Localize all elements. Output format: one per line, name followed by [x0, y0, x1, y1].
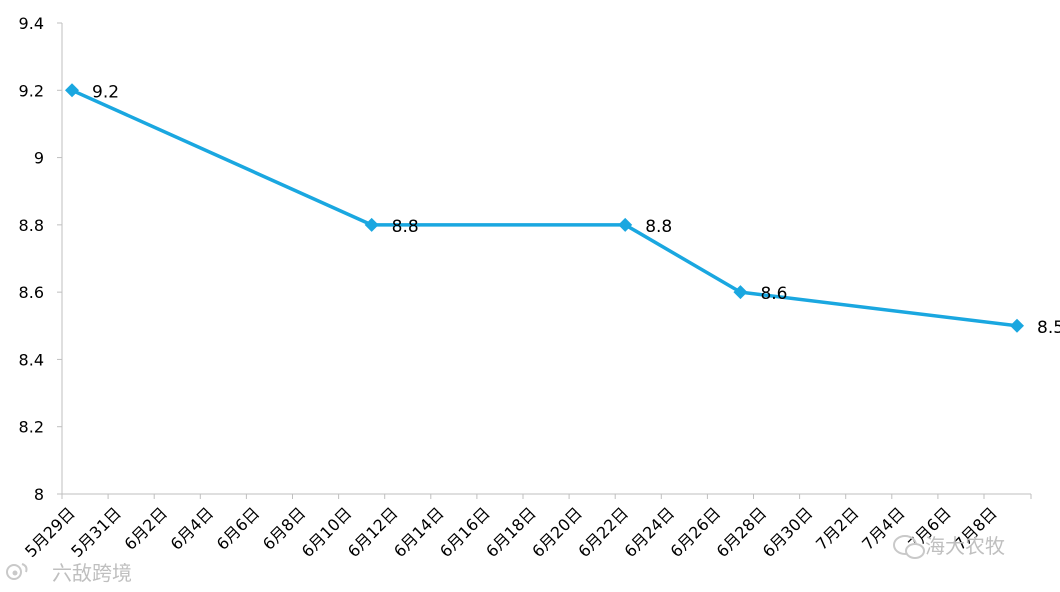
- watermark-right: 海大农牧: [893, 534, 1005, 559]
- y-tick-label: 9: [34, 149, 44, 168]
- wechat-logo-icon: [893, 535, 925, 559]
- x-tick-label: 5月31日: [67, 503, 125, 561]
- x-tick-label: 5月29日: [21, 503, 79, 561]
- x-tick-label: 6月20日: [528, 503, 586, 561]
- x-tick-label: 6月22日: [574, 503, 632, 561]
- y-tick-label: 8: [34, 485, 44, 504]
- watermark-right-text: 海大农牧: [925, 534, 1005, 558]
- y-tick-label: 8.4: [19, 350, 44, 369]
- x-tick-label: 6月24日: [620, 503, 678, 561]
- x-tick-label: 6月26日: [667, 503, 725, 561]
- x-tick-label: 6月14日: [390, 503, 448, 561]
- data-point-marker: [1010, 318, 1024, 333]
- data-label: 8.5: [1037, 318, 1060, 338]
- data-label: 9.2: [92, 82, 119, 102]
- y-tick-label: 9.2: [19, 81, 44, 100]
- x-tick-label: 6月18日: [482, 503, 540, 561]
- y-tick-label: 8.8: [19, 216, 44, 235]
- x-axis-ticks: 5月29日5月31日6月2日6月4日6月6日6月8日6月10日6月12日6月14…: [21, 494, 1032, 561]
- y-tick-label: 8.6: [19, 283, 44, 302]
- y-axis-ticks: 8 8.2 8.4 8.6 8.8 9 9.2 9.4: [19, 14, 62, 504]
- data-labels-layer: 9.2 8.8 8.8 8.6 8.5: [92, 82, 1060, 338]
- chart-axes: [61, 23, 1031, 495]
- x-tick-label: 6月10日: [298, 503, 356, 561]
- data-label: 8.8: [645, 217, 672, 237]
- x-tick-label: 7月2日: [812, 503, 862, 553]
- x-tick-label: 6月16日: [436, 503, 494, 561]
- y-tick-label: 8.2: [19, 418, 44, 437]
- data-point-marker: [733, 285, 748, 300]
- series-line: [71, 88, 1018, 328]
- x-tick-label: 6月12日: [344, 503, 402, 561]
- x-tick-label: 6月28日: [713, 503, 771, 561]
- y-tick-label: 9.4: [19, 14, 44, 33]
- x-tick-label: 6月6日: [213, 503, 263, 553]
- watermark-left: 六敌跨境: [6, 561, 132, 585]
- data-point-marker: [618, 217, 633, 232]
- data-point-marker: [65, 83, 79, 98]
- x-tick-label: 6月30日: [759, 503, 817, 561]
- data-label: 8.6: [760, 284, 787, 304]
- weibo-logo-icon: [6, 563, 28, 580]
- data-label: 8.8: [392, 217, 419, 237]
- x-tick-label: 7月4日: [858, 503, 908, 553]
- series-layer: [65, 83, 1024, 333]
- data-point-marker: [364, 217, 379, 232]
- watermark-left-text: 六敌跨境: [52, 561, 132, 585]
- x-tick-label: 6月2日: [121, 503, 171, 553]
- x-tick-label: 6月4日: [167, 503, 217, 553]
